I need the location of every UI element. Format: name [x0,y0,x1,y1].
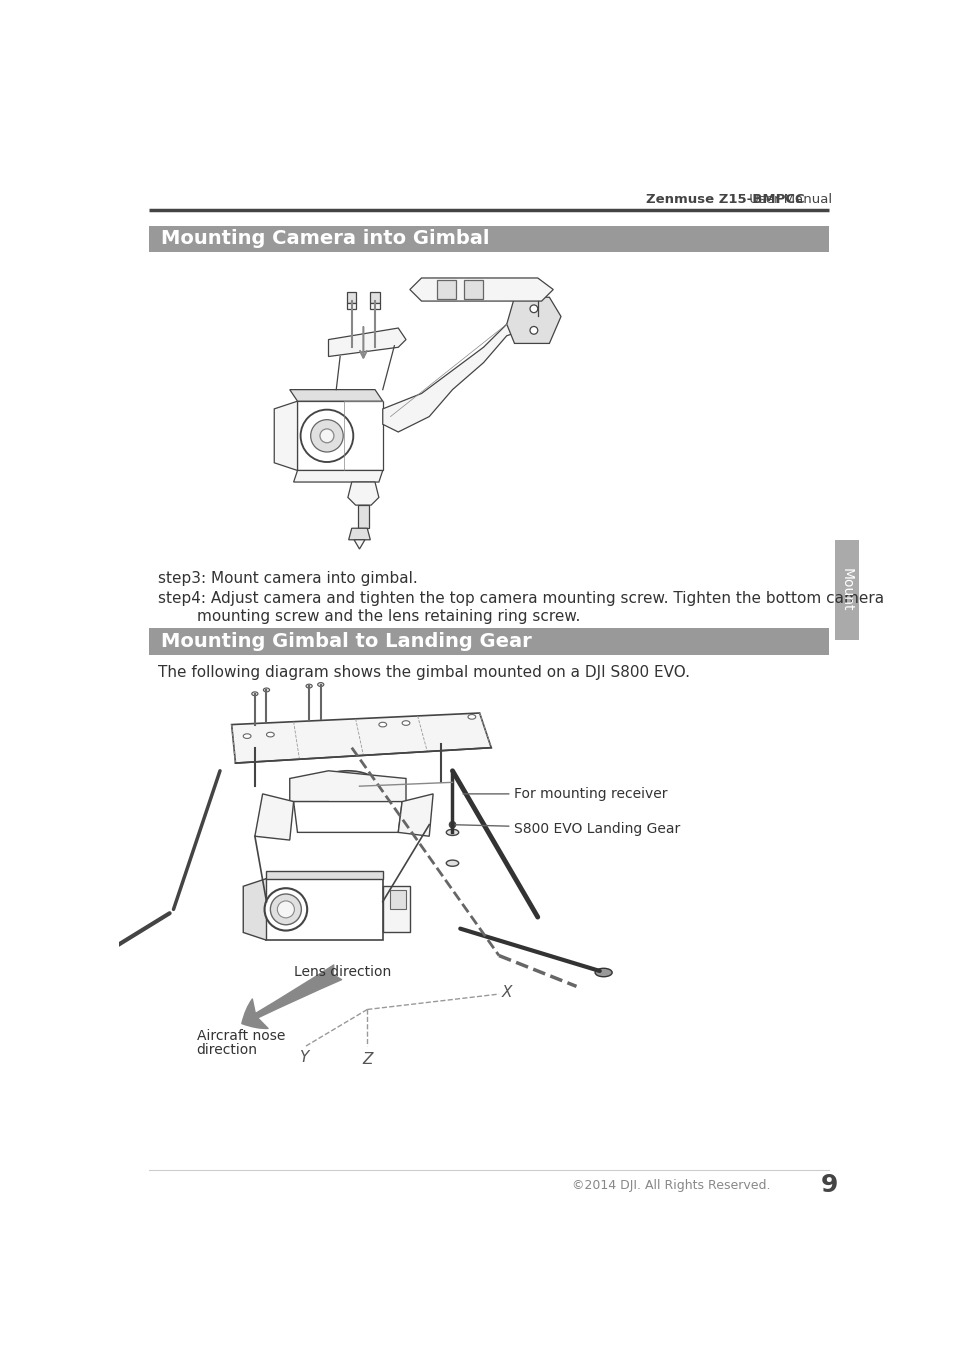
Ellipse shape [311,420,343,452]
Text: ©2014 DJI. All Rights Reserved.: ©2014 DJI. All Rights Reserved. [571,1178,769,1192]
Polygon shape [294,470,382,482]
Polygon shape [297,401,382,470]
Text: Aircraft nose: Aircraft nose [196,1029,285,1043]
Ellipse shape [277,900,294,918]
Ellipse shape [402,720,410,726]
Ellipse shape [243,734,251,738]
Polygon shape [348,528,370,540]
Ellipse shape [319,429,334,443]
Text: The following diagram shows the gimbal mounted on a DJI S800 EVO.: The following diagram shows the gimbal m… [158,665,689,680]
Polygon shape [506,298,560,344]
Bar [436,280,456,299]
Text: S800 EVO Landing Gear: S800 EVO Landing Gear [455,822,680,835]
Text: direction: direction [196,1043,257,1056]
Text: mounting screw and the lens retaining ring screw.: mounting screw and the lens retaining ri… [158,609,579,624]
Bar [357,505,369,528]
Ellipse shape [468,715,476,719]
Text: Mounting Gimbal to Landing Gear: Mounting Gimbal to Landing Gear [161,632,531,651]
Bar [835,540,858,640]
Polygon shape [254,793,294,839]
Text: X: X [501,986,512,1001]
Polygon shape [274,401,297,470]
Text: For mounting receiver: For mounting receiver [462,787,667,800]
Ellipse shape [252,692,257,696]
Polygon shape [243,879,266,940]
Ellipse shape [266,733,274,737]
Polygon shape [266,871,382,879]
Bar [370,303,379,309]
Ellipse shape [263,688,270,692]
Polygon shape [290,770,406,806]
Text: Z: Z [361,1052,372,1067]
Polygon shape [294,802,402,833]
Ellipse shape [595,968,612,976]
Bar [347,303,356,309]
Ellipse shape [78,960,95,969]
Ellipse shape [530,305,537,313]
Bar [370,292,379,303]
Ellipse shape [328,774,367,789]
Bar [382,887,410,933]
Ellipse shape [446,829,458,835]
Text: Lens direction: Lens direction [294,965,391,979]
Text: User Manual: User Manual [744,192,832,206]
Ellipse shape [306,684,312,688]
Polygon shape [328,328,406,356]
Ellipse shape [300,410,353,462]
Polygon shape [397,793,433,837]
Ellipse shape [449,822,456,827]
Text: Y: Y [298,1049,308,1064]
Text: Mount: Mount [839,569,853,612]
Polygon shape [266,879,382,940]
Ellipse shape [317,682,323,686]
Text: step3: Mount camera into gimbal.: step3: Mount camera into gimbal. [158,570,417,585]
Ellipse shape [530,326,537,334]
Polygon shape [410,278,553,301]
Polygon shape [354,540,365,548]
Bar [464,280,483,299]
Ellipse shape [378,722,386,727]
Polygon shape [348,482,378,505]
Ellipse shape [270,894,301,925]
Bar [390,890,406,910]
Bar [149,628,828,654]
Ellipse shape [320,770,375,793]
Bar [149,226,828,252]
Text: Zenmuse Z15-BMPCC: Zenmuse Z15-BMPCC [645,192,804,206]
Text: step4: Adjust camera and tighten the top camera mounting screw. Tighten the bott: step4: Adjust camera and tighten the top… [158,590,883,605]
Text: Mounting Camera into Gimbal: Mounting Camera into Gimbal [161,229,489,248]
Polygon shape [382,309,537,432]
Polygon shape [290,390,382,401]
Ellipse shape [264,888,307,930]
Ellipse shape [446,860,458,867]
Bar [347,292,356,303]
Polygon shape [232,714,491,764]
Text: 9: 9 [820,1173,837,1197]
